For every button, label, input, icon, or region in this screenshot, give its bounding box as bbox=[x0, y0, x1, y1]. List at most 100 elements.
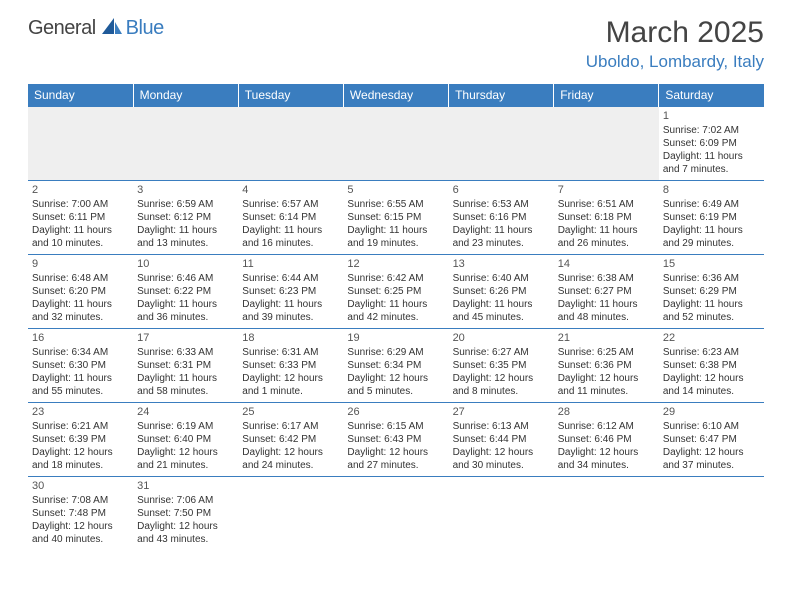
day-number: 5 bbox=[347, 183, 444, 197]
cell-text: Sunrise: 6:48 AM bbox=[32, 272, 129, 285]
day-header: Sunday bbox=[28, 84, 133, 107]
cell-text: Daylight: 12 hours bbox=[347, 446, 444, 459]
day-number: 2 bbox=[32, 183, 129, 197]
calendar-cell bbox=[449, 107, 554, 181]
day-number: 4 bbox=[242, 183, 339, 197]
cell-text: and 48 minutes. bbox=[558, 311, 655, 324]
day-header: Thursday bbox=[449, 84, 554, 107]
cell-text: and 55 minutes. bbox=[32, 385, 129, 398]
cell-text: and 1 minute. bbox=[242, 385, 339, 398]
calendar-cell bbox=[343, 477, 448, 551]
cell-text: Sunrise: 6:55 AM bbox=[347, 198, 444, 211]
page-title: March 2025 bbox=[586, 16, 764, 50]
title-block: March 2025 Uboldo, Lombardy, Italy bbox=[586, 16, 764, 72]
calendar-cell bbox=[238, 107, 343, 181]
cell-text: Daylight: 11 hours bbox=[453, 224, 550, 237]
cell-text: Sunset: 6:44 PM bbox=[453, 433, 550, 446]
calendar-body: 1Sunrise: 7:02 AMSunset: 6:09 PMDaylight… bbox=[28, 107, 764, 551]
calendar-row: 1Sunrise: 7:02 AMSunset: 6:09 PMDaylight… bbox=[28, 107, 764, 181]
cell-text: Sunrise: 6:53 AM bbox=[453, 198, 550, 211]
cell-text: Sunrise: 6:40 AM bbox=[453, 272, 550, 285]
calendar-cell bbox=[554, 477, 659, 551]
calendar-cell: 10Sunrise: 6:46 AMSunset: 6:22 PMDayligh… bbox=[133, 255, 238, 329]
calendar-cell bbox=[238, 477, 343, 551]
day-header-row: Sunday Monday Tuesday Wednesday Thursday… bbox=[28, 84, 764, 107]
day-number: 28 bbox=[558, 405, 655, 419]
cell-text: and 42 minutes. bbox=[347, 311, 444, 324]
day-number: 25 bbox=[242, 405, 339, 419]
cell-text: Sunset: 6:15 PM bbox=[347, 211, 444, 224]
day-number: 23 bbox=[32, 405, 129, 419]
calendar-cell: 31Sunrise: 7:06 AMSunset: 7:50 PMDayligh… bbox=[133, 477, 238, 551]
cell-text: and 58 minutes. bbox=[137, 385, 234, 398]
sail-icon bbox=[100, 16, 124, 41]
cell-text: Sunset: 6:30 PM bbox=[32, 359, 129, 372]
calendar-cell: 25Sunrise: 6:17 AMSunset: 6:42 PMDayligh… bbox=[238, 403, 343, 477]
cell-text: Daylight: 12 hours bbox=[32, 520, 129, 533]
cell-text: and 19 minutes. bbox=[347, 237, 444, 250]
day-number: 26 bbox=[347, 405, 444, 419]
cell-text: and 30 minutes. bbox=[453, 459, 550, 472]
cell-text: Sunset: 6:27 PM bbox=[558, 285, 655, 298]
cell-text: Daylight: 11 hours bbox=[32, 298, 129, 311]
calendar-cell: 22Sunrise: 6:23 AMSunset: 6:38 PMDayligh… bbox=[659, 329, 764, 403]
cell-text: Daylight: 12 hours bbox=[663, 372, 760, 385]
cell-text: Daylight: 12 hours bbox=[137, 446, 234, 459]
day-number: 12 bbox=[347, 257, 444, 271]
cell-text: and 10 minutes. bbox=[32, 237, 129, 250]
calendar-row: 2Sunrise: 7:00 AMSunset: 6:11 PMDaylight… bbox=[28, 181, 764, 255]
calendar-cell: 6Sunrise: 6:53 AMSunset: 6:16 PMDaylight… bbox=[449, 181, 554, 255]
cell-text: and 37 minutes. bbox=[663, 459, 760, 472]
day-number: 15 bbox=[663, 257, 760, 271]
day-number: 21 bbox=[558, 331, 655, 345]
cell-text: and 34 minutes. bbox=[558, 459, 655, 472]
cell-text: and 40 minutes. bbox=[32, 533, 129, 546]
cell-text: Sunset: 6:26 PM bbox=[453, 285, 550, 298]
cell-text: Sunrise: 7:02 AM bbox=[663, 124, 760, 137]
calendar-cell: 17Sunrise: 6:33 AMSunset: 6:31 PMDayligh… bbox=[133, 329, 238, 403]
cell-text: Sunrise: 6:59 AM bbox=[137, 198, 234, 211]
calendar-cell: 27Sunrise: 6:13 AMSunset: 6:44 PMDayligh… bbox=[449, 403, 554, 477]
cell-text: Sunrise: 6:36 AM bbox=[663, 272, 760, 285]
cell-text: and 21 minutes. bbox=[137, 459, 234, 472]
day-header: Saturday bbox=[659, 84, 764, 107]
calendar-cell: 2Sunrise: 7:00 AMSunset: 6:11 PMDaylight… bbox=[28, 181, 133, 255]
cell-text: Sunrise: 6:46 AM bbox=[137, 272, 234, 285]
cell-text: Daylight: 12 hours bbox=[558, 372, 655, 385]
cell-text: Daylight: 11 hours bbox=[558, 298, 655, 311]
cell-text: Sunset: 6:18 PM bbox=[558, 211, 655, 224]
cell-text: and 11 minutes. bbox=[558, 385, 655, 398]
cell-text: Sunset: 7:50 PM bbox=[137, 507, 234, 520]
cell-text: Sunset: 6:34 PM bbox=[347, 359, 444, 372]
calendar-cell bbox=[343, 107, 448, 181]
cell-text: Sunrise: 6:25 AM bbox=[558, 346, 655, 359]
day-number: 18 bbox=[242, 331, 339, 345]
cell-text: Sunset: 6:19 PM bbox=[663, 211, 760, 224]
calendar-cell: 24Sunrise: 6:19 AMSunset: 6:40 PMDayligh… bbox=[133, 403, 238, 477]
calendar-cell bbox=[449, 477, 554, 551]
cell-text: Sunrise: 6:57 AM bbox=[242, 198, 339, 211]
cell-text: Daylight: 11 hours bbox=[453, 298, 550, 311]
cell-text: Daylight: 11 hours bbox=[137, 298, 234, 311]
day-number: 30 bbox=[32, 479, 129, 493]
calendar-cell: 21Sunrise: 6:25 AMSunset: 6:36 PMDayligh… bbox=[554, 329, 659, 403]
cell-text: Sunset: 6:47 PM bbox=[663, 433, 760, 446]
day-number: 6 bbox=[453, 183, 550, 197]
calendar-cell: 26Sunrise: 6:15 AMSunset: 6:43 PMDayligh… bbox=[343, 403, 448, 477]
cell-text: Sunrise: 6:33 AM bbox=[137, 346, 234, 359]
cell-text: Daylight: 12 hours bbox=[453, 372, 550, 385]
calendar-cell: 8Sunrise: 6:49 AMSunset: 6:19 PMDaylight… bbox=[659, 181, 764, 255]
cell-text: and 16 minutes. bbox=[242, 237, 339, 250]
cell-text: Sunset: 6:40 PM bbox=[137, 433, 234, 446]
cell-text: and 7 minutes. bbox=[663, 163, 760, 176]
calendar-cell: 14Sunrise: 6:38 AMSunset: 6:27 PMDayligh… bbox=[554, 255, 659, 329]
calendar-row: 30Sunrise: 7:08 AMSunset: 7:48 PMDayligh… bbox=[28, 477, 764, 551]
cell-text: and 5 minutes. bbox=[347, 385, 444, 398]
cell-text: and 39 minutes. bbox=[242, 311, 339, 324]
calendar-cell bbox=[133, 107, 238, 181]
day-number: 19 bbox=[347, 331, 444, 345]
cell-text: and 8 minutes. bbox=[453, 385, 550, 398]
cell-text: Sunrise: 6:27 AM bbox=[453, 346, 550, 359]
day-number: 3 bbox=[137, 183, 234, 197]
day-number: 31 bbox=[137, 479, 234, 493]
